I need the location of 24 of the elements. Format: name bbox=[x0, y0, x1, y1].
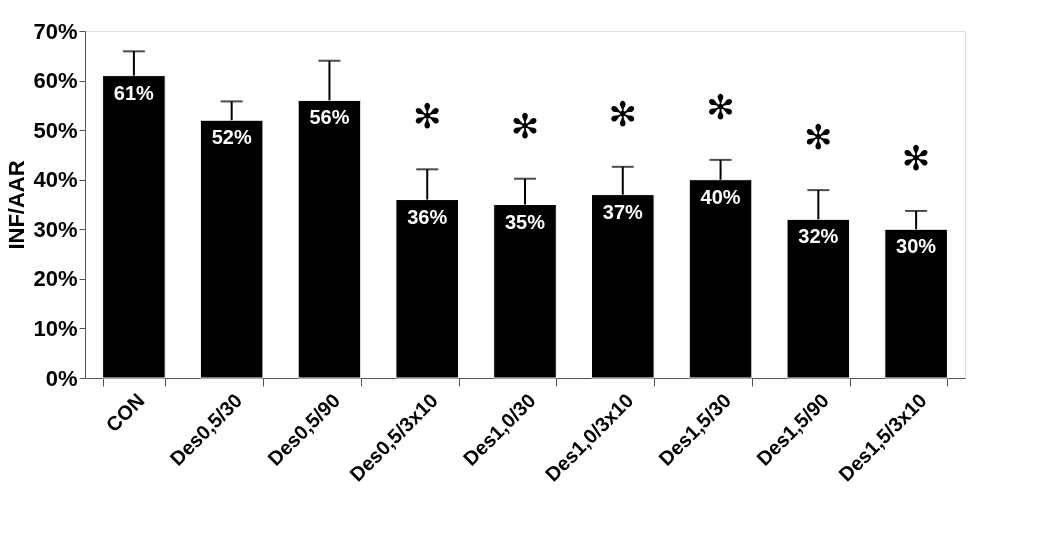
y-tick-label: 50% bbox=[33, 117, 78, 143]
annotation: ✻ bbox=[412, 96, 442, 137]
annotation: ✻ bbox=[510, 105, 540, 146]
data-label: 52% bbox=[211, 126, 252, 149]
y-tick-label: 20% bbox=[33, 266, 78, 292]
annotation: ✻ bbox=[804, 117, 833, 158]
annotation: ✻ bbox=[706, 86, 735, 127]
data-label: 35% bbox=[504, 210, 546, 233]
data-label: 56% bbox=[309, 106, 350, 129]
annotation: ✻ bbox=[608, 93, 638, 134]
data-label: 36% bbox=[407, 205, 448, 228]
data-label: 30% bbox=[896, 235, 937, 258]
data-label: 32% bbox=[798, 225, 839, 248]
y-tick-label: 60% bbox=[33, 68, 78, 94]
y-tick-label: 40% bbox=[33, 167, 78, 193]
annotation: ✻ bbox=[901, 137, 931, 178]
y-tick-label: 70% bbox=[33, 18, 78, 44]
data-label: 61% bbox=[113, 81, 155, 104]
y-tick-label: 30% bbox=[33, 216, 78, 242]
data-label: 40% bbox=[700, 185, 741, 208]
y-tick-label: 0% bbox=[45, 365, 78, 391]
data-label: 37% bbox=[602, 200, 644, 223]
y-axis-title: INF/AAR bbox=[4, 160, 30, 250]
y-tick-label: 10% bbox=[33, 315, 78, 341]
